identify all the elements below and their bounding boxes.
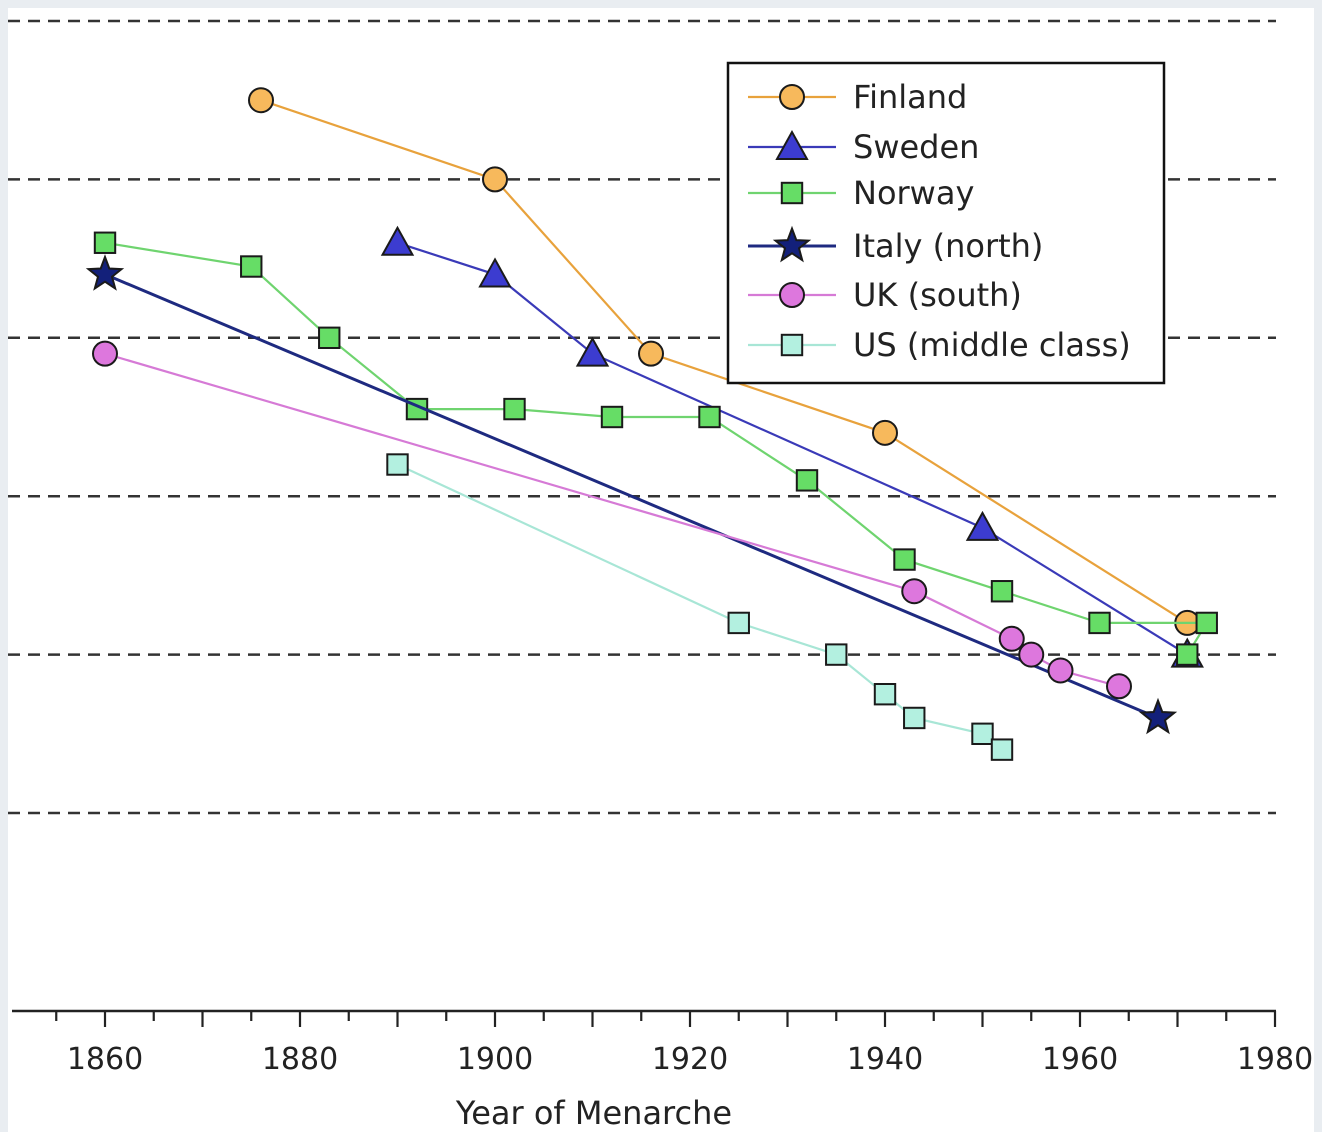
data-point-us-middle-class bbox=[386, 453, 409, 476]
series-norway bbox=[93, 231, 1218, 666]
chart-svg: 1860 1880 1900 1920 1940 1960 1980 Finland Swed… bbox=[8, 19, 1313, 1132]
series-layer bbox=[85, 87, 1218, 761]
legend-item-uk-south: UK (south) bbox=[748, 276, 1022, 314]
x-axis: 1860 1880 1900 1920 1940 1960 1980 bbox=[12, 1009, 1313, 1077]
legend-label: UK (south) bbox=[853, 276, 1022, 314]
legend-box bbox=[726, 61, 1166, 385]
data-point-uk-south bbox=[92, 340, 118, 367]
data-point-norway bbox=[93, 231, 117, 254]
data-point-us-middle-class bbox=[903, 706, 926, 730]
data-point-norway bbox=[1088, 611, 1111, 635]
data-point-italy-north bbox=[1138, 697, 1178, 735]
data-point-finland bbox=[248, 87, 274, 114]
series-line-italy-north bbox=[104, 273, 1159, 720]
data-point-sweden bbox=[575, 336, 610, 367]
grid-layer bbox=[8, 19, 1276, 815]
data-point-italy-north bbox=[85, 254, 125, 291]
data-point-norway bbox=[318, 326, 341, 350]
x-tick-label: 1980 bbox=[1237, 1042, 1313, 1077]
legend: Finland Sweden Norway Italy (north) UK (sout… bbox=[726, 61, 1166, 385]
data-point-uk-south bbox=[901, 578, 928, 605]
data-point-us-middle-class bbox=[971, 722, 994, 745]
data-point-uk-south bbox=[998, 625, 1025, 652]
legend-marker bbox=[772, 225, 812, 263]
data-point-norway bbox=[698, 405, 721, 429]
data-point-norway bbox=[503, 397, 526, 421]
x-tick-label: 1880 bbox=[262, 1042, 338, 1077]
data-point-uk-south bbox=[1106, 673, 1132, 700]
legend-label: US (middle class) bbox=[853, 326, 1131, 364]
chart-stage: 1860 1880 1900 1920 1940 1960 1980 Finland Swed… bbox=[8, 8, 1314, 1132]
data-point-norway bbox=[893, 548, 916, 571]
x-tick-label: 1860 bbox=[67, 1042, 143, 1077]
data-point-sweden bbox=[478, 257, 512, 288]
data-point-us-middle-class bbox=[873, 683, 897, 706]
series-us-middle-class bbox=[386, 453, 1014, 761]
data-point-norway bbox=[240, 255, 263, 278]
series-italy-north bbox=[85, 254, 1178, 735]
data-point-finland bbox=[482, 166, 508, 193]
legend-item-finland: Finland bbox=[748, 78, 967, 116]
legend-marker bbox=[780, 333, 804, 357]
data-point-us-middle-class bbox=[990, 738, 1014, 761]
data-point-norway bbox=[795, 469, 819, 492]
legend-item-sweden: Sweden bbox=[748, 128, 979, 166]
data-point-finland bbox=[638, 340, 664, 367]
data-point-sweden bbox=[380, 225, 415, 256]
x-tick-label: 1920 bbox=[652, 1042, 728, 1077]
x-tick-label: 1960 bbox=[1042, 1042, 1118, 1077]
data-point-sweden bbox=[965, 510, 1000, 541]
data-point-us-middle-class bbox=[825, 643, 848, 666]
legend-label: Italy (north) bbox=[853, 227, 1043, 265]
legend-label: Sweden bbox=[853, 128, 979, 166]
legend-label: Finland bbox=[853, 78, 967, 116]
data-point-uk-south bbox=[1047, 657, 1074, 684]
data-point-finland bbox=[872, 419, 898, 446]
legend-label: Norway bbox=[853, 174, 974, 212]
data-point-norway bbox=[1195, 611, 1218, 635]
legend-marker bbox=[780, 181, 804, 205]
data-point-norway bbox=[1176, 643, 1199, 666]
data-point-us-middle-class bbox=[727, 611, 750, 635]
legend-marker bbox=[775, 129, 809, 160]
x-tick-label: 1940 bbox=[847, 1042, 923, 1077]
legend-marker bbox=[779, 84, 805, 110]
legend-marker bbox=[779, 282, 805, 308]
data-point-norway bbox=[600, 405, 624, 429]
series-uk-south bbox=[92, 340, 1132, 700]
x-axis-title: Year of Menarche bbox=[455, 1094, 732, 1132]
data-point-uk-south bbox=[1018, 641, 1045, 668]
series-finland bbox=[248, 87, 1201, 636]
legend-item-us-middle-class: US (middle class) bbox=[748, 326, 1131, 364]
data-point-norway bbox=[990, 580, 1014, 603]
x-tick-label: 1900 bbox=[457, 1042, 533, 1077]
legend-item-italy-north: Italy (north) bbox=[748, 225, 1043, 265]
legend-item-norway: Norway bbox=[748, 174, 974, 212]
